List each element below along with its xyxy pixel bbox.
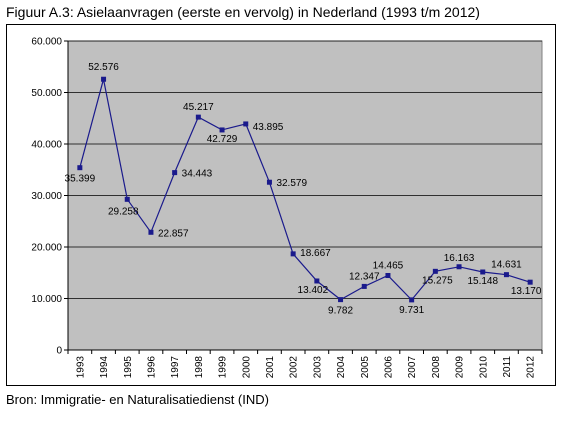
x-tick-label: 2003	[312, 356, 323, 379]
data-label: 12.347	[349, 271, 380, 282]
source-note: Bron: Immigratie- en Naturalisatiedienst…	[6, 392, 269, 407]
data-point	[480, 269, 486, 275]
data-point	[409, 297, 415, 303]
y-tick-label: 30.000	[31, 191, 62, 202]
chart-frame: 0 10.000 20.000 30.000 40.000 50.000 60.000 199…	[6, 24, 556, 386]
x-tick-label: 2008	[431, 356, 442, 379]
x-tick-label: 2010	[478, 356, 489, 379]
y-tick-label: 50.000	[31, 88, 62, 99]
y-tick-label: 0	[56, 346, 62, 357]
data-point	[243, 121, 249, 127]
x-tick-label: 2012	[526, 356, 537, 379]
data-point	[456, 264, 462, 270]
data-point	[527, 279, 533, 285]
data-label: 14.465	[373, 261, 404, 272]
line-chart: 0 10.000 20.000 30.000 40.000 50.000 60.000 199…	[31, 37, 543, 379]
data-label: 9.782	[328, 306, 353, 317]
x-tick-label: 2004	[336, 356, 347, 379]
x-tick-label: 1998	[194, 356, 205, 379]
y-tick-label: 60.000	[31, 37, 62, 48]
x-tick-label: 2005	[360, 356, 371, 379]
data-label: 14.631	[491, 260, 522, 271]
x-tick-label: 1997	[170, 356, 181, 379]
x-tick-label: 2002	[289, 356, 300, 379]
data-point	[361, 283, 367, 289]
data-label: 13.170	[511, 286, 542, 297]
data-label: 35.399	[65, 174, 96, 185]
data-point	[219, 127, 225, 133]
x-tick-label: 2009	[455, 356, 466, 379]
data-label: 32.579	[276, 178, 307, 189]
x-tick-label: 1999	[218, 356, 229, 379]
data-label: 15.275	[422, 275, 453, 286]
data-label: 45.217	[183, 102, 214, 113]
data-label: 34.443	[182, 169, 213, 180]
data-point	[266, 179, 272, 185]
data-point	[432, 268, 438, 274]
data-label: 42.729	[207, 134, 238, 145]
y-tick-label: 40.000	[31, 140, 62, 151]
data-label: 29.258	[108, 206, 139, 217]
x-tick-label: 2000	[241, 356, 252, 379]
data-label: 13.402	[298, 285, 329, 296]
data-point	[148, 229, 154, 235]
data-label: 52.576	[88, 62, 119, 73]
series-line	[79, 79, 531, 301]
data-point	[195, 114, 201, 120]
figure-caption: Figuur A.3: Asielaanvragen (eerste en ve…	[6, 4, 480, 20]
data-point	[314, 278, 320, 284]
data-point	[172, 170, 178, 176]
data-label: 18.667	[300, 248, 331, 259]
data-point	[338, 297, 344, 303]
data-point	[503, 272, 509, 278]
data-label: 43.895	[253, 122, 284, 133]
x-tick-label: 2006	[383, 356, 394, 379]
x-tick-label: 1994	[99, 356, 110, 379]
data-point	[124, 196, 130, 202]
x-tick-label: 2001	[265, 356, 276, 379]
x-tick-label: 1996	[146, 356, 157, 379]
data-point	[385, 273, 391, 279]
x-tick-label: 1995	[123, 356, 134, 379]
x-tick-label: 2011	[502, 356, 513, 378]
x-tick-label: 1993	[75, 356, 86, 379]
data-label: 9.731	[399, 305, 424, 316]
data-label: 16.163	[444, 253, 475, 264]
data-point	[290, 251, 296, 257]
data-point	[101, 76, 107, 82]
data-label: 22.857	[158, 228, 189, 239]
y-tick-label: 20.000	[31, 243, 62, 254]
data-label: 15.148	[467, 276, 498, 287]
y-tick-label: 10.000	[31, 294, 62, 305]
x-tick-label: 2007	[407, 356, 418, 379]
data-point	[77, 165, 83, 171]
